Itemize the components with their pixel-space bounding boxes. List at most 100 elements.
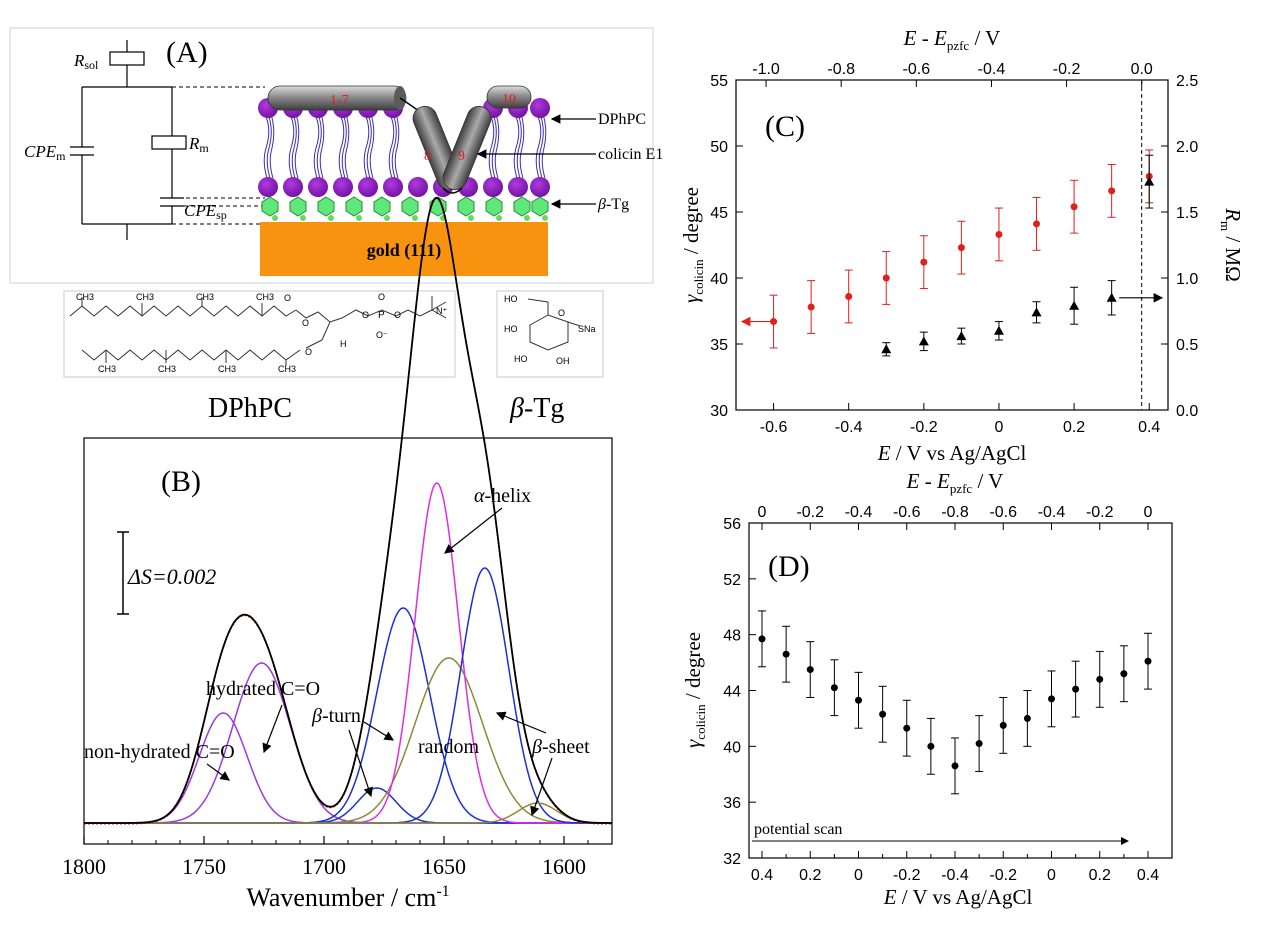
- y-tick-label: 44: [723, 684, 741, 701]
- panel-c-left-axis-label: γcolicin / degree: [679, 187, 706, 303]
- lipid-head: [530, 177, 550, 197]
- sulfur-anchor: [300, 215, 306, 221]
- x-tick-label: -0.4: [941, 867, 969, 884]
- thioglucose-molecule: [401, 196, 419, 217]
- lipid-tail: [394, 113, 400, 179]
- sulfur-anchor: [412, 215, 418, 221]
- arrow-beta-sheet-small: [530, 757, 553, 817]
- annotation-beta-turn: β-turn: [311, 705, 361, 727]
- y-tick-label: 50: [710, 139, 728, 156]
- measured-spectrum: [84, 197, 612, 825]
- cpe-m-label: CPEm: [24, 142, 66, 163]
- thioglucose-molecule: [261, 196, 279, 217]
- arrow-beta-sheet-main: [495, 711, 547, 734]
- ho-label: HO: [514, 354, 528, 364]
- dphpc-structure: CH3 CH3 CH3 CH3 CH3 CH3 CH3 CH3 O O O H …: [63, 290, 456, 378]
- ch3-label: CH3: [218, 364, 236, 374]
- lipid-tail: [494, 113, 500, 179]
- r-sol-label: Rsol: [73, 51, 99, 72]
- ch3-label: CH3: [98, 364, 116, 374]
- dphpc-name: DPhPC: [208, 393, 292, 424]
- rm-point: [1069, 300, 1080, 310]
- rm-point: [1106, 292, 1117, 302]
- panel-c-label: (C): [765, 110, 805, 143]
- panel-c-x-axis-label: E / V vs Ag/AgCl: [877, 441, 1027, 465]
- rm-point: [918, 336, 929, 346]
- o-label: O: [302, 318, 309, 328]
- thioglucose-molecule: [531, 196, 549, 217]
- sulfur-anchor: [272, 215, 278, 221]
- y-tick-label: 55: [710, 73, 728, 90]
- x-tick-label: 1800: [62, 854, 106, 879]
- ch3-label: CH3: [256, 292, 274, 302]
- panel-c-scatter: (C) -0.6 -0.4 -0.2 0 0.2 0.4 30 35 40 45 50 55 0.0 0.…: [679, 26, 1245, 465]
- component-band-non-hydrated-C-O: [84, 712, 612, 824]
- sna-label: SNa: [578, 324, 596, 334]
- lipid-head: [308, 177, 328, 197]
- thioglucose-molecule: [373, 196, 391, 217]
- thioglucose-molecule: [485, 196, 503, 217]
- lipid-tail: [363, 113, 370, 179]
- component-band--helix: [84, 482, 612, 824]
- gamma-point: [975, 740, 983, 748]
- gold-substrate: [260, 222, 548, 276]
- lipid-tail: [344, 113, 350, 179]
- x-tick-label: -0.2: [910, 419, 938, 436]
- ch3-label: CH3: [196, 292, 214, 302]
- x-tick-label: -0.2: [893, 867, 921, 884]
- helix-number-9: 9: [458, 149, 465, 164]
- lipid-tail: [516, 113, 522, 179]
- panel-d-axes: 0.4 0.2 0 -0.2 -0.4 -0.2 0 0.2 0.4 0 -0.2 -0.4 -0.6 -…: [723, 504, 1159, 884]
- lipid-tail: [316, 113, 322, 179]
- lipid-tail: [538, 113, 544, 179]
- y-tick-label: 52: [723, 572, 741, 589]
- annotation-non-hydrated: non-hydrated C=O: [84, 741, 235, 763]
- ch3-label: CH3: [76, 292, 94, 302]
- panel-c-points: [740, 149, 1164, 357]
- panel-b-x-ticks: 1800 1750 1700 1650 1600: [62, 836, 589, 879]
- lipid-tail: [491, 113, 497, 179]
- circuit-dashed-guides: [172, 86, 265, 225]
- x-tick-label: 1700: [302, 854, 346, 879]
- h-label: H: [340, 339, 347, 349]
- thioglucose-structure: HO HO HO OH O SNa: [496, 290, 604, 378]
- o-minus-label: O⁻: [376, 330, 388, 340]
- panel-a-frame: [9, 27, 654, 284]
- thioglucose-molecule: [457, 196, 475, 217]
- sulfur-anchor: [328, 215, 334, 221]
- ho-label: HO: [504, 294, 518, 304]
- x-tick-label: -0.6: [760, 419, 788, 436]
- annotation-random: random: [418, 736, 480, 758]
- dphpc-callout: DPhPC: [598, 111, 646, 128]
- lipid-head: [258, 177, 278, 197]
- sulfur-anchor: [524, 215, 530, 221]
- x-tick-label: 0.4: [1137, 867, 1159, 884]
- panel-c-right-axis-label: Rm / MΩ: [1218, 207, 1245, 282]
- top-tick-label: -1.0: [752, 61, 780, 78]
- x-tick-label: 0.4: [1138, 419, 1160, 436]
- gamma-point: [1120, 670, 1128, 678]
- rm-point: [1031, 307, 1042, 317]
- lipid-tail: [269, 113, 275, 179]
- panel-b-label: (B): [161, 465, 201, 498]
- gamma-point: [882, 274, 890, 282]
- thioglucose-structure-frame: [496, 290, 604, 378]
- n-plus-label: N⁺: [436, 306, 447, 316]
- gamma-point: [920, 258, 928, 266]
- gamma-point: [855, 696, 862, 704]
- helix-number-1-7: 1-7: [330, 93, 349, 108]
- panel-d-axes-frame: [748, 522, 1173, 859]
- o-label: O: [394, 310, 401, 320]
- y-right-tick-label: 0.5: [1176, 337, 1198, 354]
- panel-c-axes-frame: [735, 79, 1169, 411]
- y-tick-label: 45: [710, 205, 728, 222]
- y-tick-label: 35: [710, 337, 728, 354]
- x-tick-label: 1750: [182, 854, 226, 879]
- x-tick-label: 0: [995, 419, 1004, 436]
- lipid-tail: [488, 113, 495, 179]
- top-tick-label: 0: [758, 504, 767, 521]
- gamma-point: [782, 650, 790, 658]
- helix-10: [486, 85, 532, 109]
- ho-label: HO: [504, 324, 518, 334]
- rm-point: [993, 325, 1004, 335]
